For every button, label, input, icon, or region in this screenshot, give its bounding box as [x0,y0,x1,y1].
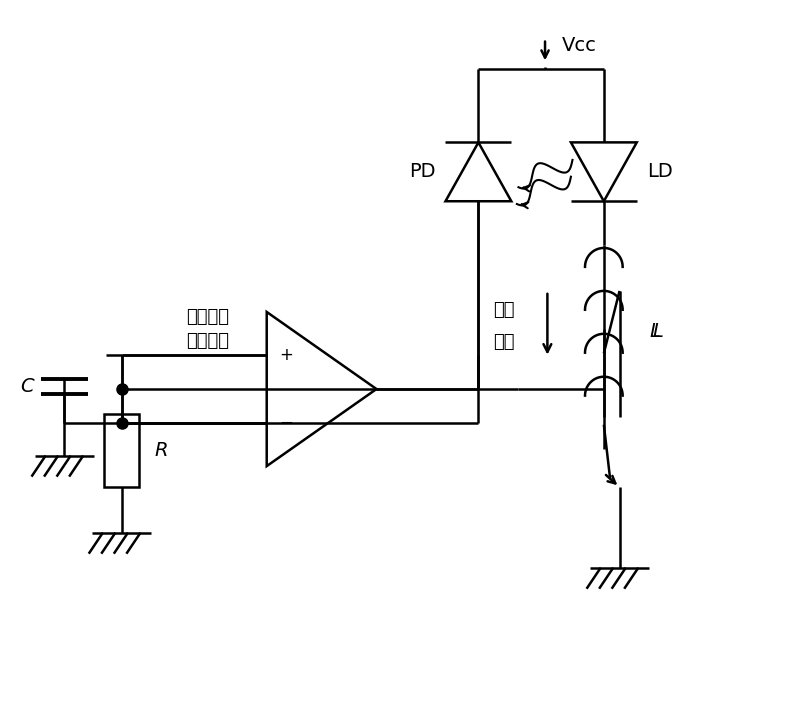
Text: R: R [154,441,168,460]
Text: L: L [650,322,660,341]
Text: 电流: 电流 [494,332,515,351]
Text: PD: PD [409,162,435,182]
Text: L: L [653,322,663,341]
Bar [105,413,139,487]
Text: 设置端口: 设置端口 [186,332,230,350]
Text: C: C [20,377,34,395]
Text: LD: LD [647,162,673,182]
Text: Vcc: Vcc [562,36,597,55]
Text: 目标功率: 目标功率 [186,307,230,325]
Text: +: + [279,346,294,364]
Text: 偏置: 偏置 [494,301,515,319]
Text: −: − [279,414,294,432]
